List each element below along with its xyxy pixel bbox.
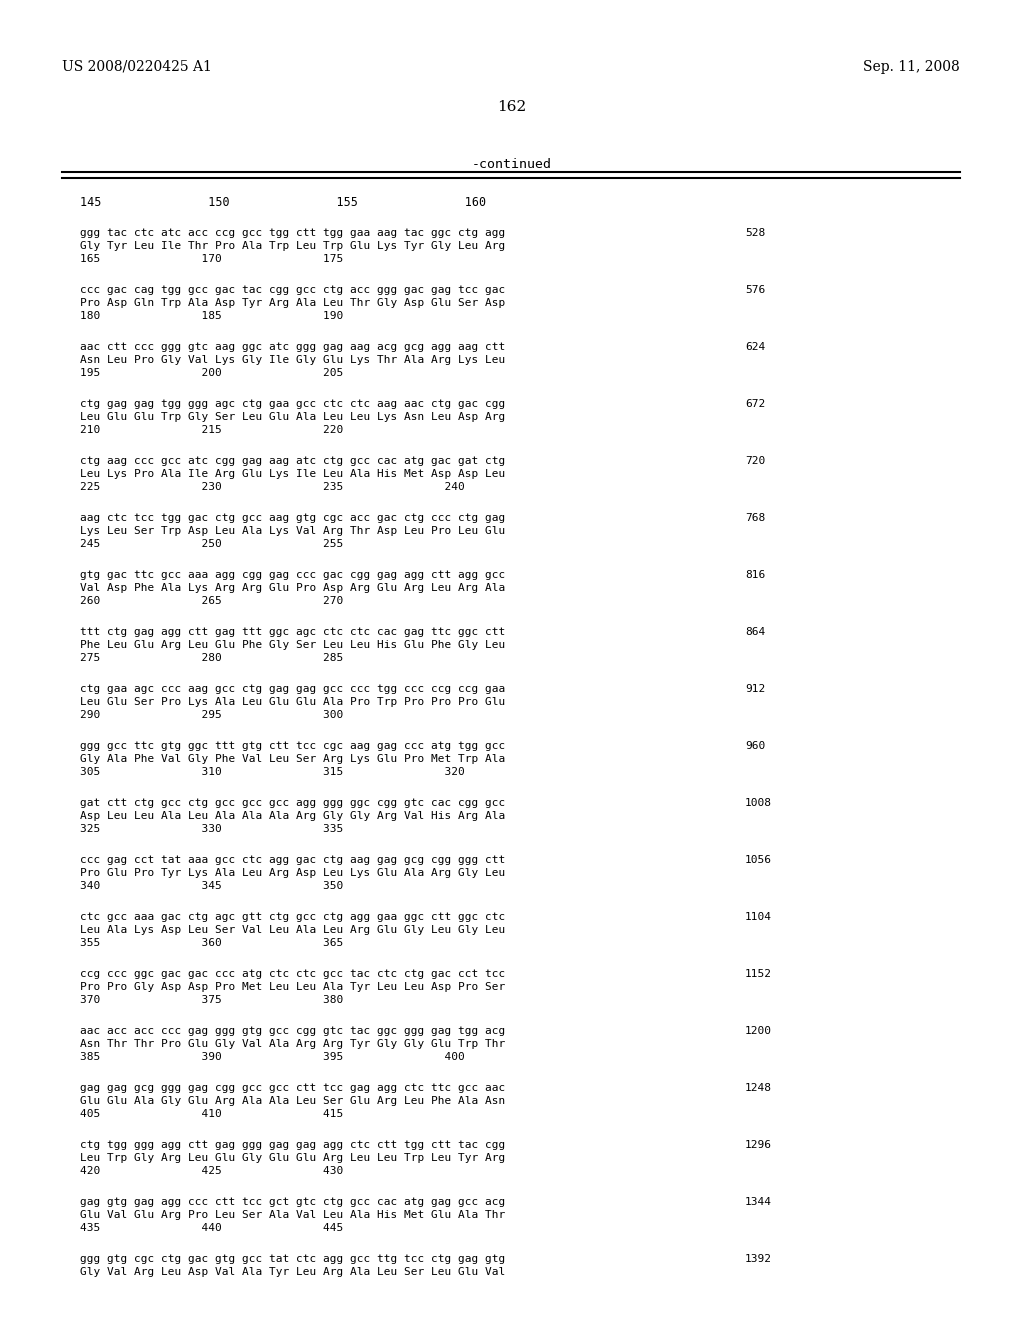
Text: 768: 768 [745, 513, 765, 523]
Text: 1344: 1344 [745, 1197, 772, 1206]
Text: ctg gag gag tgg ggg agc ctg gaa gcc ctc ctc aag aac ctg gac cgg: ctg gag gag tgg ggg agc ctg gaa gcc ctc … [80, 399, 505, 409]
Text: gat ctt ctg gcc ctg gcc gcc gcc agg ggg ggc cgg gtc cac cgg gcc: gat ctt ctg gcc ctg gcc gcc gcc agg ggg … [80, 799, 505, 808]
Text: Leu Trp Gly Arg Leu Glu Gly Glu Glu Arg Leu Leu Trp Leu Tyr Arg: Leu Trp Gly Arg Leu Glu Gly Glu Glu Arg … [80, 1152, 505, 1163]
Text: ccc gac cag tgg gcc gac tac cgg gcc ctg acc ggg gac gag tcc gac: ccc gac cag tgg gcc gac tac cgg gcc ctg … [80, 285, 505, 294]
Text: 624: 624 [745, 342, 765, 352]
Text: 325               330               335: 325 330 335 [80, 824, 343, 834]
Text: 162: 162 [498, 100, 526, 114]
Text: 260               265               270: 260 265 270 [80, 597, 343, 606]
Text: ctc gcc aaa gac ctg agc gtt ctg gcc ctg agg gaa ggc ctt ggc ctc: ctc gcc aaa gac ctg agc gtt ctg gcc ctg … [80, 912, 505, 921]
Text: Leu Glu Glu Trp Gly Ser Leu Glu Ala Leu Leu Lys Asn Leu Asp Arg: Leu Glu Glu Trp Gly Ser Leu Glu Ala Leu … [80, 412, 505, 422]
Text: 672: 672 [745, 399, 765, 409]
Text: 340               345               350: 340 345 350 [80, 880, 343, 891]
Text: 165               170               175: 165 170 175 [80, 253, 343, 264]
Text: 912: 912 [745, 684, 765, 694]
Text: Pro Asp Gln Trp Ala Asp Tyr Arg Ala Leu Thr Gly Asp Glu Ser Asp: Pro Asp Gln Trp Ala Asp Tyr Arg Ala Leu … [80, 298, 505, 308]
Text: gtg gac ttc gcc aaa agg cgg gag ccc gac cgg gag agg ctt agg gcc: gtg gac ttc gcc aaa agg cgg gag ccc gac … [80, 570, 505, 579]
Text: 195               200               205: 195 200 205 [80, 368, 343, 378]
Text: 816: 816 [745, 570, 765, 579]
Text: 1392: 1392 [745, 1254, 772, 1265]
Text: 864: 864 [745, 627, 765, 638]
Text: Pro Pro Gly Asp Asp Pro Met Leu Leu Ala Tyr Leu Leu Asp Pro Ser: Pro Pro Gly Asp Asp Pro Met Leu Leu Ala … [80, 982, 505, 993]
Text: Pro Glu Pro Tyr Lys Ala Leu Arg Asp Leu Lys Glu Ala Arg Gly Leu: Pro Glu Pro Tyr Lys Ala Leu Arg Asp Leu … [80, 869, 505, 878]
Text: aac acc acc ccc gag ggg gtg gcc cgg gtc tac ggc ggg gag tgg acg: aac acc acc ccc gag ggg gtg gcc cgg gtc … [80, 1026, 505, 1036]
Text: gag gtg gag agg ccc ctt tcc gct gtc ctg gcc cac atg gag gcc acg: gag gtg gag agg ccc ctt tcc gct gtc ctg … [80, 1197, 505, 1206]
Text: Phe Leu Glu Arg Leu Glu Phe Gly Ser Leu Leu His Glu Phe Gly Leu: Phe Leu Glu Arg Leu Glu Phe Gly Ser Leu … [80, 640, 505, 649]
Text: Glu Val Glu Arg Pro Leu Ser Ala Val Leu Ala His Met Glu Ala Thr: Glu Val Glu Arg Pro Leu Ser Ala Val Leu … [80, 1210, 505, 1220]
Text: 435               440               445: 435 440 445 [80, 1224, 343, 1233]
Text: -continued: -continued [472, 158, 552, 172]
Text: 225               230               235               240: 225 230 235 240 [80, 482, 465, 492]
Text: 305               310               315               320: 305 310 315 320 [80, 767, 465, 777]
Text: ggg gcc ttc gtg ggc ttt gtg ctt tcc cgc aag gag ccc atg tgg gcc: ggg gcc ttc gtg ggc ttt gtg ctt tcc cgc … [80, 741, 505, 751]
Text: 1296: 1296 [745, 1140, 772, 1150]
Text: aag ctc tcc tgg gac ctg gcc aag gtg cgc acc gac ctg ccc ctg gag: aag ctc tcc tgg gac ctg gcc aag gtg cgc … [80, 513, 505, 523]
Text: 145               150               155               160: 145 150 155 160 [80, 195, 486, 209]
Text: 355               360               365: 355 360 365 [80, 939, 343, 948]
Text: Lys Leu Ser Trp Asp Leu Ala Lys Val Arg Thr Asp Leu Pro Leu Glu: Lys Leu Ser Trp Asp Leu Ala Lys Val Arg … [80, 525, 505, 536]
Text: 1056: 1056 [745, 855, 772, 865]
Text: ctg tgg ggg agg ctt gag ggg gag gag agg ctc ctt tgg ctt tac cgg: ctg tgg ggg agg ctt gag ggg gag gag agg … [80, 1140, 505, 1150]
Text: Gly Val Arg Leu Asp Val Ala Tyr Leu Arg Ala Leu Ser Leu Glu Val: Gly Val Arg Leu Asp Val Ala Tyr Leu Arg … [80, 1267, 505, 1276]
Text: Asp Leu Leu Ala Leu Ala Ala Ala Arg Gly Gly Arg Val His Arg Ala: Asp Leu Leu Ala Leu Ala Ala Ala Arg Gly … [80, 810, 505, 821]
Text: 1200: 1200 [745, 1026, 772, 1036]
Text: 1248: 1248 [745, 1082, 772, 1093]
Text: Asn Leu Pro Gly Val Lys Gly Ile Gly Glu Lys Thr Ala Arg Lys Leu: Asn Leu Pro Gly Val Lys Gly Ile Gly Glu … [80, 355, 505, 366]
Text: ctg aag ccc gcc atc cgg gag aag atc ctg gcc cac atg gac gat ctg: ctg aag ccc gcc atc cgg gag aag atc ctg … [80, 455, 505, 466]
Text: 1152: 1152 [745, 969, 772, 979]
Text: Leu Ala Lys Asp Leu Ser Val Leu Ala Leu Arg Glu Gly Leu Gly Leu: Leu Ala Lys Asp Leu Ser Val Leu Ala Leu … [80, 925, 505, 935]
Text: 960: 960 [745, 741, 765, 751]
Text: Val Asp Phe Ala Lys Arg Arg Glu Pro Asp Arg Glu Arg Leu Arg Ala: Val Asp Phe Ala Lys Arg Arg Glu Pro Asp … [80, 583, 505, 593]
Text: 180               185               190: 180 185 190 [80, 312, 343, 321]
Text: 420               425               430: 420 425 430 [80, 1166, 343, 1176]
Text: Leu Lys Pro Ala Ile Arg Glu Lys Ile Leu Ala His Met Asp Asp Leu: Leu Lys Pro Ala Ile Arg Glu Lys Ile Leu … [80, 469, 505, 479]
Text: Gly Tyr Leu Ile Thr Pro Ala Trp Leu Trp Glu Lys Tyr Gly Leu Arg: Gly Tyr Leu Ile Thr Pro Ala Trp Leu Trp … [80, 242, 505, 251]
Text: ccc gag cct tat aaa gcc ctc agg gac ctg aag gag gcg cgg ggg ctt: ccc gag cct tat aaa gcc ctc agg gac ctg … [80, 855, 505, 865]
Text: 290               295               300: 290 295 300 [80, 710, 343, 719]
Text: 245               250               255: 245 250 255 [80, 539, 343, 549]
Text: 1008: 1008 [745, 799, 772, 808]
Text: 528: 528 [745, 228, 765, 238]
Text: 576: 576 [745, 285, 765, 294]
Text: ggg gtg cgc ctg gac gtg gcc tat ctc agg gcc ttg tcc ctg gag gtg: ggg gtg cgc ctg gac gtg gcc tat ctc agg … [80, 1254, 505, 1265]
Text: 210               215               220: 210 215 220 [80, 425, 343, 436]
Text: 1104: 1104 [745, 912, 772, 921]
Text: Glu Glu Ala Gly Glu Arg Ala Ala Leu Ser Glu Arg Leu Phe Ala Asn: Glu Glu Ala Gly Glu Arg Ala Ala Leu Ser … [80, 1096, 505, 1106]
Text: ctg gaa agc ccc aag gcc ctg gag gag gcc ccc tgg ccc ccg ccg gaa: ctg gaa agc ccc aag gcc ctg gag gag gcc … [80, 684, 505, 694]
Text: Leu Glu Ser Pro Lys Ala Leu Glu Glu Ala Pro Trp Pro Pro Pro Glu: Leu Glu Ser Pro Lys Ala Leu Glu Glu Ala … [80, 697, 505, 708]
Text: Sep. 11, 2008: Sep. 11, 2008 [863, 59, 961, 74]
Text: 370               375               380: 370 375 380 [80, 995, 343, 1005]
Text: gag gag gcg ggg gag cgg gcc gcc ctt tcc gag agg ctc ttc gcc aac: gag gag gcg ggg gag cgg gcc gcc ctt tcc … [80, 1082, 505, 1093]
Text: ccg ccc ggc gac gac ccc atg ctc ctc gcc tac ctc ctg gac cct tcc: ccg ccc ggc gac gac ccc atg ctc ctc gcc … [80, 969, 505, 979]
Text: 275               280               285: 275 280 285 [80, 653, 343, 663]
Text: 720: 720 [745, 455, 765, 466]
Text: Gly Ala Phe Val Gly Phe Val Leu Ser Arg Lys Glu Pro Met Trp Ala: Gly Ala Phe Val Gly Phe Val Leu Ser Arg … [80, 754, 505, 764]
Text: US 2008/0220425 A1: US 2008/0220425 A1 [62, 59, 212, 74]
Text: 385               390               395               400: 385 390 395 400 [80, 1052, 465, 1063]
Text: Asn Thr Thr Pro Glu Gly Val Ala Arg Arg Tyr Gly Gly Glu Trp Thr: Asn Thr Thr Pro Glu Gly Val Ala Arg Arg … [80, 1039, 505, 1049]
Text: ttt ctg gag agg ctt gag ttt ggc agc ctc ctc cac gag ttc ggc ctt: ttt ctg gag agg ctt gag ttt ggc agc ctc … [80, 627, 505, 638]
Text: 405               410               415: 405 410 415 [80, 1109, 343, 1119]
Text: ggg tac ctc atc acc ccg gcc tgg ctt tgg gaa aag tac ggc ctg agg: ggg tac ctc atc acc ccg gcc tgg ctt tgg … [80, 228, 505, 238]
Text: aac ctt ccc ggg gtc aag ggc atc ggg gag aag acg gcg agg aag ctt: aac ctt ccc ggg gtc aag ggc atc ggg gag … [80, 342, 505, 352]
